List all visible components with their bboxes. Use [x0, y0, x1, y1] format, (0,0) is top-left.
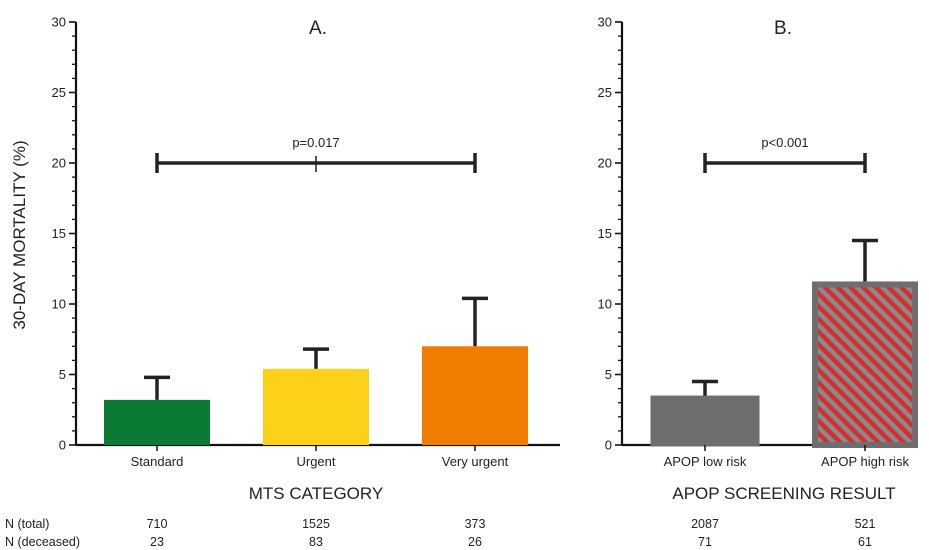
panel-a: A. 0 5 10 15 20 25 30 Standard 710 23 Urgent 1525 83 V…: [52, 15, 560, 549]
bar-standard: [104, 399, 210, 445]
n-total-value: 2087: [691, 517, 719, 531]
category-label: Standard: [131, 454, 184, 469]
n-deceased-value: 23: [150, 535, 164, 549]
bar-very-urgent: [422, 346, 528, 445]
y-tick-label: 0: [59, 438, 66, 453]
n-total-value: 521: [855, 517, 876, 531]
y-tick-label: 25: [598, 85, 612, 100]
bar-apop-high-risk: [812, 281, 918, 448]
n-deceased-value: 26: [468, 535, 482, 549]
bar-apop-low-risk: [650, 395, 760, 447]
n-total-value: 1525: [302, 517, 330, 531]
y-tick-label: 5: [605, 367, 612, 382]
y-tick-label: 15: [598, 226, 612, 241]
n-deceased-value: 71: [698, 535, 712, 549]
panel-title: B.: [774, 18, 792, 39]
panel-title: A.: [309, 18, 327, 39]
category-label: APOP high risk: [821, 454, 909, 469]
y-tick-label: 30: [598, 15, 612, 30]
p-value-label: p=0.017: [292, 135, 339, 150]
y-tick-label: 10: [52, 297, 66, 312]
y-tick-label: 20: [598, 156, 612, 171]
x-axis-title: MTS CATEGORY: [249, 484, 383, 503]
y-tick-label: 10: [598, 297, 612, 312]
n-total-label: N (total): [5, 517, 49, 531]
y-tick-label: 0: [605, 438, 612, 453]
y-tick-label: 5: [59, 367, 66, 382]
category-label: Very urgent: [442, 454, 509, 469]
y-tick-label: 25: [52, 85, 66, 100]
y-tick-label: 15: [52, 226, 66, 241]
n-deceased-label: N (deceased): [5, 535, 80, 549]
y-tick-label: 30: [52, 15, 66, 30]
y-axis-title: 30-DAY MORTALITY (%): [10, 140, 29, 329]
p-value-label: p<0.001: [761, 135, 808, 150]
n-deceased-value: 61: [858, 535, 872, 549]
n-total-value: 710: [147, 517, 168, 531]
n-deceased-value: 83: [309, 535, 323, 549]
y-tick-label: 20: [52, 156, 66, 171]
x-axis-title: APOP SCREENING RESULT: [672, 484, 895, 503]
bar-urgent: [263, 368, 369, 445]
category-label: Urgent: [296, 454, 335, 469]
panel-b: B. 0 5 10 15 20 25 30 APOP low risk 2087 71 APOP hi…: [598, 15, 918, 549]
n-total-value: 373: [465, 517, 486, 531]
category-label: APOP low risk: [664, 454, 747, 469]
